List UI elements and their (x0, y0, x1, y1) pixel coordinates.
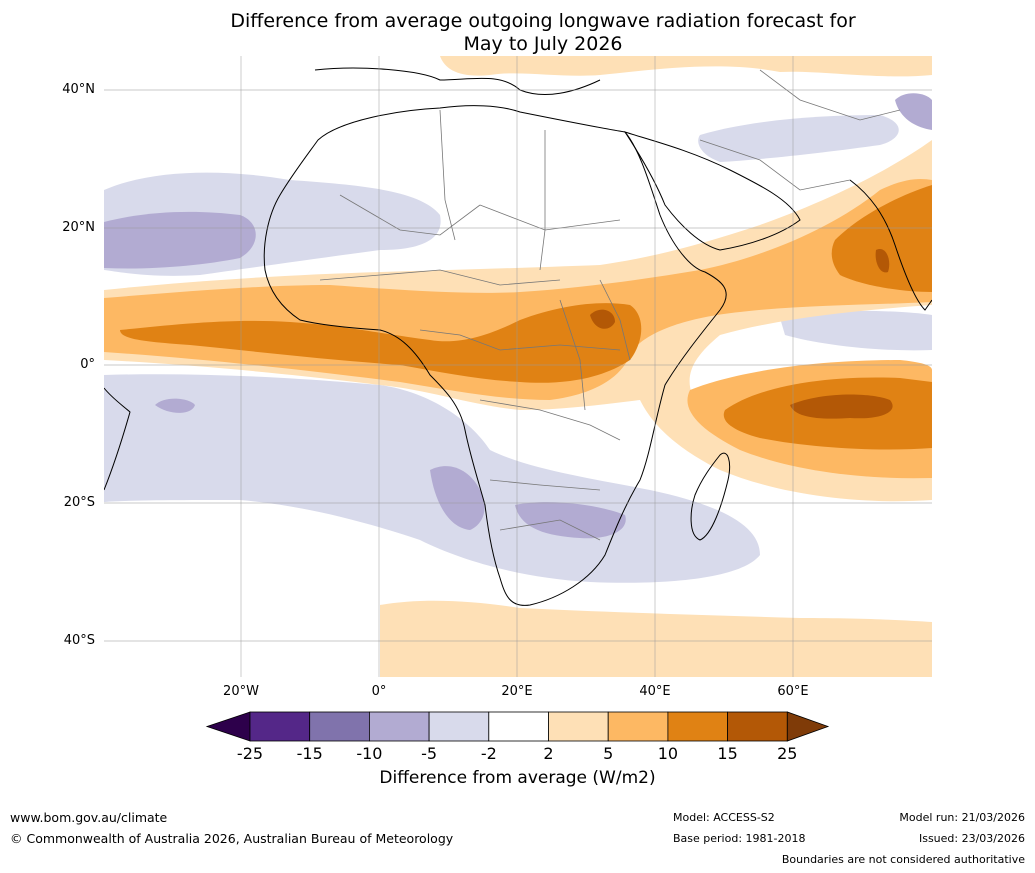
footer-model-run: Model run: 21/03/2026 (899, 811, 1025, 824)
anomaly-region-gulf-of-guinea-purple (155, 398, 195, 413)
anomaly-region-arabian-sea-light-purple (780, 310, 932, 351)
graticule (104, 56, 932, 677)
colorbar-tick-label: -15 (296, 744, 323, 763)
colorbar-arrow-low (205, 711, 251, 742)
lat-label-40s: 40°S (63, 633, 95, 648)
footer-url[interactable]: www.bom.gov.au/climate (10, 810, 168, 825)
anomaly-region-southern-ocean-light-orange (380, 600, 932, 677)
colorbar-tick-label: 25 (777, 744, 798, 763)
colorbar-tick-label: 10 (657, 744, 679, 763)
colorbar-segment (727, 711, 788, 742)
colorbar (205, 711, 830, 742)
footer-base-period: Base period: 1981-2018 (673, 832, 806, 845)
colorbar-tick-label: -10 (356, 744, 383, 763)
lon-label-0: 0° (371, 684, 387, 699)
colorbar-segment (667, 711, 729, 742)
anomaly-region-india-dark-orange (831, 185, 932, 292)
india-coastline (849, 179, 932, 311)
anomaly-region-congo-darkest-orange (590, 309, 615, 329)
colorbar-segment (607, 711, 669, 742)
anomaly-region-southern-africa-purple (515, 502, 626, 539)
lat-label-20n: 20°N (62, 220, 95, 235)
anomaly-region-south-atlantic-purple (430, 466, 485, 530)
colorbar-segment (368, 711, 430, 742)
colorbar-tick-label: -2 (480, 744, 497, 763)
anomaly-region-equatorial-dark-orange (120, 303, 642, 383)
anomaly-region-india-darkest-orange (875, 249, 890, 273)
colorbar-arrow-high (786, 711, 830, 742)
africa-coastline (263, 105, 727, 606)
colorbar-segment (548, 711, 609, 742)
chart-title: Difference from average outgoing longwav… (0, 10, 1035, 56)
colorbar-segment (249, 711, 311, 742)
colorbar-label: Difference from average (W/m2) (379, 768, 656, 788)
map-panel (104, 56, 932, 677)
brazil-coastline (104, 387, 131, 491)
lat-label-40n: 40°N (62, 82, 95, 97)
colorbar-segment (428, 711, 490, 742)
colorbar-tick-label: 2 (543, 744, 554, 763)
colorbar-tick-label: -25 (236, 744, 264, 763)
footer-model: Model: ACCESS-S2 (673, 811, 775, 824)
lon-label-40e: 40°E (639, 684, 671, 699)
lon-label-20e: 20°E (501, 684, 533, 699)
lon-label-60e: 60°E (777, 684, 809, 699)
colorbar-segment (488, 711, 549, 742)
anomaly-region-north-atlantic-purple (104, 211, 256, 269)
anomaly-region-middle-east-light-purple (698, 115, 899, 162)
title-line-1: Difference from average outgoing longwav… (230, 10, 856, 32)
colorbar-tick-label: -5 (421, 744, 438, 763)
anomaly-region-central-asia-purple (895, 93, 932, 130)
colorbar-segment (309, 711, 370, 742)
colorbar-tick-label: 5 (603, 744, 614, 763)
anomaly-region-north-africa-light-orange (440, 56, 932, 77)
arabia-coastline (623, 131, 801, 251)
lat-label-0: 0° (80, 357, 95, 372)
footer-issued: Issued: 23/03/2026 (918, 832, 1025, 845)
lat-label-20s: 20°S (63, 495, 95, 510)
title-line-2: May to July 2026 (463, 33, 623, 55)
madagascar-coastline (690, 452, 731, 541)
anomaly-region-indian-ocean-darkest-orange (790, 394, 893, 419)
country-borders (319, 69, 901, 541)
colorbar-tick-label: 15 (717, 744, 738, 763)
lon-label-20w: 20°W (223, 684, 259, 699)
footer-disclaimer: Boundaries are not considered authoritat… (781, 853, 1025, 866)
footer-copyright: © Commonwealth of Australia 2026, Austra… (10, 831, 454, 846)
